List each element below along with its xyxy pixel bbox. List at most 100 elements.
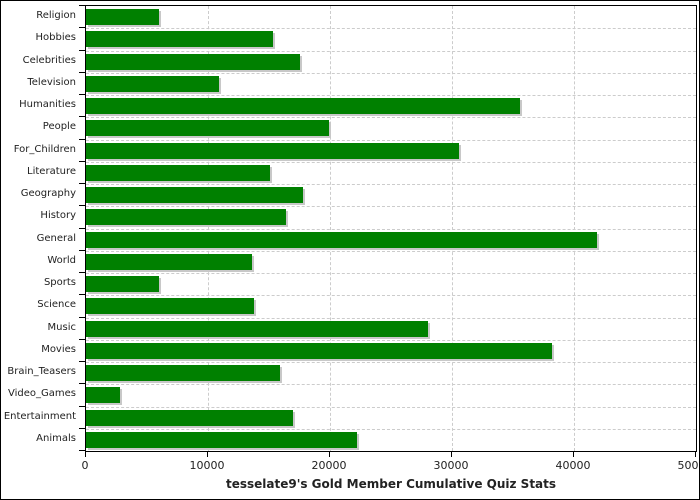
x-axis-tick xyxy=(85,452,86,457)
y-axis-tick xyxy=(79,5,85,6)
bar-row xyxy=(86,51,696,73)
bar-row xyxy=(86,6,696,28)
bar-music xyxy=(86,320,428,337)
y-axis-label: History xyxy=(40,210,76,222)
y-axis-tick xyxy=(79,94,85,95)
y-axis-tick xyxy=(79,71,85,73)
y-axis-tick xyxy=(79,183,85,184)
y-axis-tick xyxy=(79,116,85,118)
bar-animals xyxy=(86,431,357,448)
bar-entertainment xyxy=(86,409,294,426)
horizontal-gridline xyxy=(86,139,696,141)
bar-row xyxy=(86,73,696,95)
bar-video_games xyxy=(86,387,121,404)
bar-geography xyxy=(86,187,304,203)
horizontal-gridline xyxy=(86,184,696,185)
y-axis-tick xyxy=(79,361,85,362)
y-axis-label: Entertainment xyxy=(3,410,76,422)
y-axis-tick xyxy=(79,160,85,162)
x-axis-tick-label: 30000 xyxy=(433,459,469,472)
bar-row xyxy=(86,273,696,295)
y-axis-label: For_Children xyxy=(13,143,76,155)
bar-celebrities xyxy=(86,53,300,70)
bar-row xyxy=(86,206,696,228)
horizontal-gridline xyxy=(86,273,696,274)
horizontal-gridline xyxy=(86,50,696,52)
bar-television xyxy=(86,75,219,92)
bar-row xyxy=(86,140,696,162)
y-axis-tick xyxy=(79,338,85,340)
x-axis-tick xyxy=(695,452,696,457)
y-axis-label: Religion xyxy=(36,10,76,21)
horizontal-gridline xyxy=(86,250,696,252)
bar-religion xyxy=(86,9,160,25)
y-axis-label: Animals xyxy=(36,432,76,444)
y-axis-tick xyxy=(79,294,85,296)
bar-literature xyxy=(86,164,271,181)
horizontal-gridline xyxy=(86,72,696,74)
bar-people xyxy=(86,120,329,137)
y-axis-label: Music xyxy=(47,321,76,333)
y-axis-tick xyxy=(79,450,85,451)
y-axis-label: Science xyxy=(37,299,76,311)
horizontal-gridline xyxy=(86,206,696,208)
bar-for_children xyxy=(86,142,460,159)
y-axis-label: Literature xyxy=(27,165,76,177)
bar-row xyxy=(86,362,696,384)
bar-movies xyxy=(86,342,553,359)
y-axis-tick xyxy=(79,249,85,251)
horizontal-gridline xyxy=(86,161,696,163)
horizontal-gridline xyxy=(86,117,696,119)
bar-row xyxy=(86,95,696,117)
y-axis-label: People xyxy=(42,121,76,133)
bar-row xyxy=(86,117,696,139)
y-axis-tick xyxy=(79,316,85,318)
x-axis-tick-label: 40000 xyxy=(555,459,591,472)
y-axis-label: Sports xyxy=(43,277,76,288)
y-axis-label: Video_Games xyxy=(8,388,76,400)
horizontal-gridline xyxy=(86,95,696,96)
horizontal-gridline xyxy=(86,295,696,297)
bar-hobbies xyxy=(86,31,273,48)
bar-sports xyxy=(86,276,160,292)
bar-row xyxy=(86,407,696,429)
x-axis-tick-label: 50000 xyxy=(677,459,700,472)
y-axis-tick xyxy=(79,205,85,207)
y-axis-label: Humanities xyxy=(19,99,76,110)
y-axis-tick xyxy=(79,138,85,140)
bar-science xyxy=(86,298,255,315)
bar-brain_teasers xyxy=(86,365,280,381)
horizontal-gridline xyxy=(86,228,696,230)
y-axis-tick xyxy=(79,405,85,407)
horizontal-gridline xyxy=(86,339,696,341)
y-axis-label: Hobbies xyxy=(35,32,76,44)
bar-row xyxy=(86,28,696,50)
y-axis-label: Brain_Teasers xyxy=(7,366,76,377)
horizontal-gridline xyxy=(86,317,696,319)
plot-area xyxy=(85,5,697,452)
y-axis-tick xyxy=(79,272,85,273)
bar-row xyxy=(86,318,696,340)
bar-row xyxy=(86,340,696,362)
bar-humanities xyxy=(86,98,521,114)
bar-row xyxy=(86,251,696,273)
y-axis-tick xyxy=(79,383,85,385)
bar-row xyxy=(86,162,696,184)
x-axis-tick-label: 10000 xyxy=(189,459,225,472)
x-axis-tick xyxy=(573,452,574,457)
horizontal-gridline xyxy=(86,384,696,386)
y-axis-label: General xyxy=(36,232,76,244)
bar-row xyxy=(86,384,696,406)
y-axis-tick xyxy=(79,27,85,29)
y-axis-label: Television xyxy=(27,76,76,88)
y-axis-tick xyxy=(79,49,85,51)
bar-row xyxy=(86,184,696,206)
y-axis-label: Movies xyxy=(41,343,76,355)
x-axis-tick-label: 0 xyxy=(81,459,89,472)
bar-row xyxy=(86,295,696,317)
horizontal-gridline xyxy=(86,406,696,408)
bar-world xyxy=(86,253,252,270)
x-axis-tick xyxy=(207,452,208,457)
bar-general xyxy=(86,231,598,248)
